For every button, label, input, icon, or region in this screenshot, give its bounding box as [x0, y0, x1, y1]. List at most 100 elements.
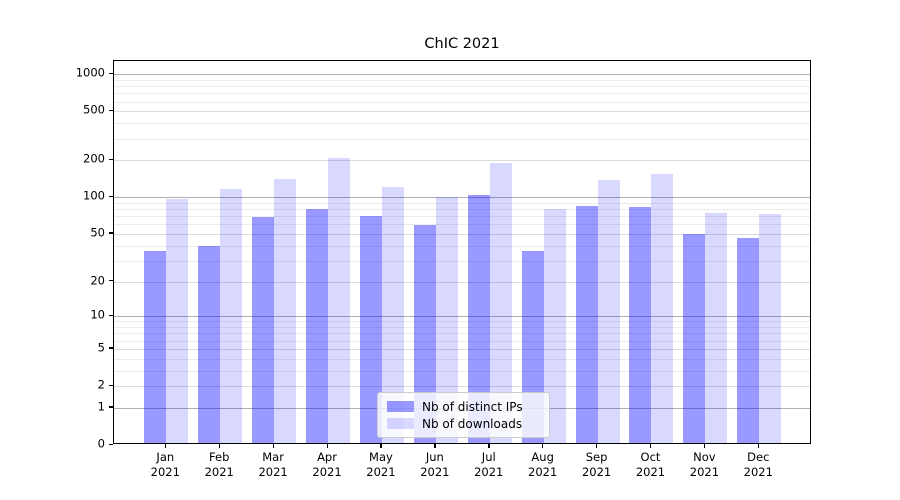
- bar-downloads: [759, 214, 782, 443]
- y-tick-mark: [109, 280, 113, 282]
- gridline-minor: [114, 86, 810, 88]
- bar-distinct-ips: [144, 250, 167, 443]
- x-tick-mark: [218, 444, 220, 448]
- bar-downloads: [651, 174, 674, 443]
- x-tick-mark: [164, 444, 167, 448]
- gridline-major: [114, 316, 810, 318]
- gridline-major: [114, 281, 810, 283]
- bar-downloads: [274, 178, 297, 443]
- legend-label-downloads: Nb of downloads: [422, 416, 523, 431]
- y-tick-mark: [109, 443, 113, 445]
- gridline-minor: [114, 340, 810, 342]
- x-tick-mark: [434, 444, 436, 448]
- y-tick-mark: [109, 347, 113, 349]
- x-tick-label: Dec 2021: [743, 450, 773, 479]
- bar-distinct-ips: [306, 208, 329, 443]
- gridline-minor: [114, 209, 810, 211]
- bar-downloads: [166, 199, 189, 443]
- bar-downloads: [597, 179, 620, 443]
- x-tick-label: Mar 2021: [258, 450, 288, 479]
- gridline-minor: [114, 79, 810, 81]
- bar-downloads: [435, 197, 458, 443]
- gridline-major: [114, 386, 810, 388]
- chart-title: ChIC 2021: [424, 36, 500, 52]
- gridline-minor: [114, 327, 810, 329]
- y-tick-label: 5: [97, 340, 105, 355]
- x-tick-label: Nov 2021: [689, 450, 720, 479]
- legend: Nb of distinct IPs Nb of downloads: [377, 392, 550, 438]
- x-tick-mark: [380, 444, 382, 448]
- gridline-minor: [114, 370, 810, 372]
- gridline-major: [114, 348, 810, 350]
- y-tick-label: 10: [90, 307, 105, 322]
- bar-distinct-ips: [198, 246, 221, 443]
- gridline-minor: [114, 216, 810, 218]
- gridline-major: [114, 197, 810, 199]
- bar-distinct-ips: [467, 194, 490, 443]
- x-tick-label: Aug 2021: [528, 450, 558, 479]
- y-tick-label: 20: [90, 273, 105, 288]
- y-tick-mark: [109, 72, 113, 74]
- gridline-minor: [114, 101, 810, 103]
- gridline-minor: [114, 358, 810, 360]
- gridline-minor: [114, 245, 810, 247]
- y-tick-mark: [109, 195, 113, 198]
- gridline-minor: [114, 321, 810, 323]
- plot-area: [113, 60, 811, 444]
- bar-distinct-ips: [252, 216, 275, 443]
- y-tick-label: 500: [83, 102, 105, 117]
- gridline-major: [114, 160, 810, 162]
- x-tick-label: Apr 2021: [312, 450, 342, 479]
- gridline-minor: [114, 260, 810, 262]
- y-tick-label: 200: [83, 151, 105, 166]
- x-tick-mark: [488, 444, 490, 448]
- x-tick-label: Sep 2021: [581, 450, 612, 479]
- y-tick-mark: [109, 314, 113, 317]
- bar-downloads: [543, 208, 566, 443]
- legend-swatch-distinct-ips-icon: [387, 401, 414, 412]
- gridline-minor: [114, 333, 810, 335]
- y-tick-label: 0: [97, 436, 105, 451]
- x-tick-mark: [542, 444, 544, 448]
- bar-distinct-ips: [413, 225, 436, 443]
- bar-distinct-ips: [737, 237, 760, 443]
- x-tick-label: Oct 2021: [635, 450, 666, 479]
- gridline-minor: [114, 202, 810, 204]
- gridline-major: [114, 111, 810, 113]
- y-tick-label: 1000: [75, 65, 105, 80]
- gridline-minor: [114, 123, 810, 125]
- gridline-minor: [114, 224, 810, 226]
- y-tick-label: 2: [97, 377, 105, 392]
- x-tick-mark: [596, 444, 598, 448]
- x-tick-label: Jan 2021: [150, 450, 180, 479]
- x-tick-mark: [326, 444, 328, 448]
- gridline-minor: [114, 93, 810, 95]
- y-tick-label: 100: [83, 188, 105, 203]
- legend-swatch-downloads-icon: [387, 418, 414, 429]
- x-tick-label: Jul 2021: [474, 450, 504, 479]
- x-tick-label: Jun 2021: [420, 450, 450, 479]
- y-tick-label: 1: [97, 399, 105, 414]
- y-tick-label: 50: [90, 225, 105, 240]
- y-tick-mark: [109, 232, 113, 234]
- bar-downloads: [381, 186, 404, 443]
- y-tick-mark: [109, 158, 113, 161]
- x-tick-label: May 2021: [366, 450, 396, 479]
- x-tick-mark: [272, 444, 274, 448]
- x-tick-mark: [703, 444, 706, 448]
- bar-distinct-ips: [575, 205, 598, 443]
- y-tick-mark: [109, 109, 113, 112]
- bar-distinct-ips: [359, 215, 382, 443]
- bar-distinct-ips: [629, 207, 652, 443]
- x-tick-mark: [757, 444, 760, 448]
- y-tick-mark: [109, 406, 113, 408]
- x-tick-mark: [649, 444, 652, 448]
- legend-label-distinct-ips: Nb of distinct IPs: [422, 399, 523, 414]
- bar-downloads: [489, 162, 512, 443]
- gridline-major: [114, 74, 810, 76]
- bar-downloads: [220, 188, 243, 443]
- legend-entry-distinct-ips: Nb of distinct IPs: [387, 398, 541, 415]
- y-tick-mark: [109, 384, 113, 386]
- bar-distinct-ips: [683, 234, 706, 443]
